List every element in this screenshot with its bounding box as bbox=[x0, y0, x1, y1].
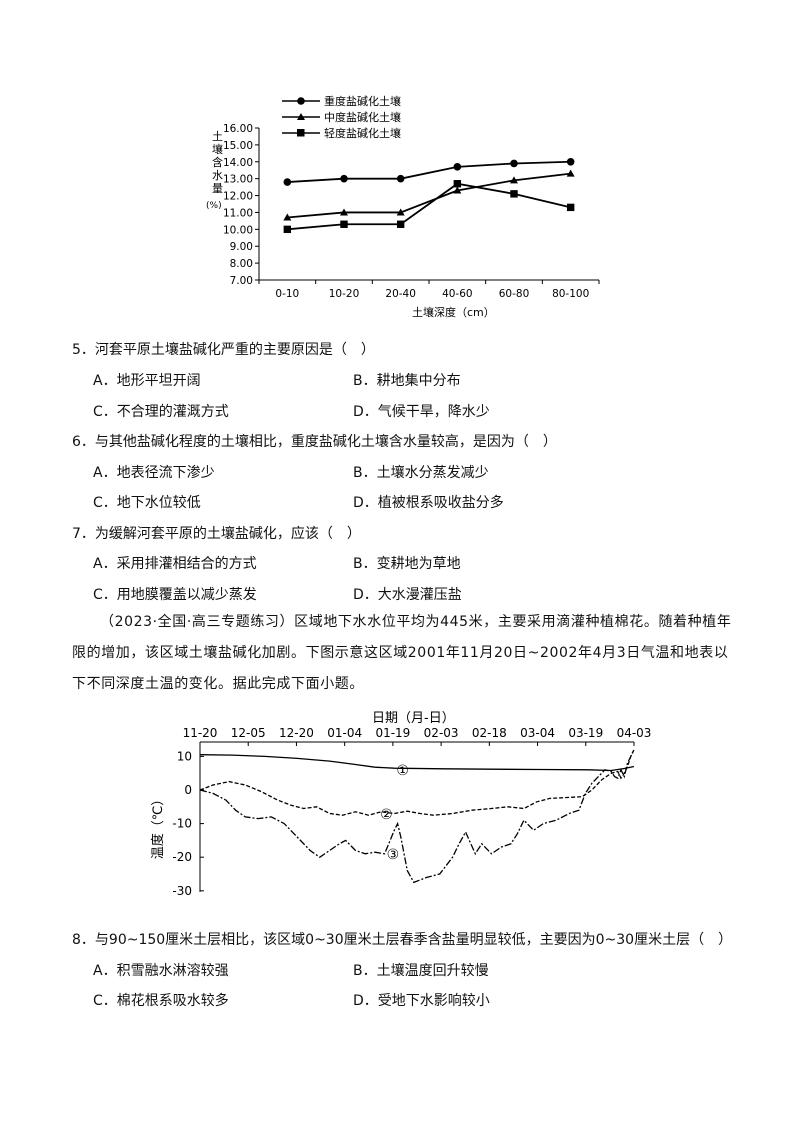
chart1-point bbox=[340, 220, 348, 228]
chart1-ylabel-char-1: 壤 bbox=[212, 142, 223, 156]
chart1-ylabel-char-3: 水 bbox=[212, 169, 223, 182]
chart1-ytick-label: 8.00 bbox=[230, 258, 253, 270]
question-5-option-c[interactable]: C．不合理的灌溉方式 bbox=[93, 404, 229, 420]
chart2-xtick-label: 04-03 bbox=[617, 726, 652, 740]
chart2-series-line-2 bbox=[199, 749, 635, 816]
chart1-xtick-label: 10-20 bbox=[329, 288, 360, 300]
question-7-option-b[interactable]: B．变耕地为草地 bbox=[353, 556, 461, 572]
chart2-xtick-label: 12-20 bbox=[279, 726, 314, 740]
chart1-series-line-3 bbox=[287, 182, 571, 231]
chart1-ylabel-char-2: 含 bbox=[212, 155, 223, 169]
chart1-yunit: (%) bbox=[206, 201, 222, 211]
chart1-point bbox=[510, 190, 518, 198]
question-5-option-b[interactable]: B．耕地集中分布 bbox=[353, 373, 461, 389]
chart2-xtick-label: 01-04 bbox=[327, 726, 362, 740]
question-6-option-d[interactable]: D．植被根系吸收盐分多 bbox=[353, 495, 504, 511]
chart1-xtick-label: 80-100 bbox=[552, 288, 589, 300]
question-6-option-a[interactable]: A．地表径流下渗少 bbox=[93, 465, 215, 481]
question-6-stem: 6．与其他盐碱化程度的土壤相比，重度盐碱化土壤含水量较高，是因为（ ） bbox=[72, 434, 557, 450]
question-8-option-d[interactable]: D．受地下水影响较小 bbox=[353, 993, 490, 1009]
chart1-point bbox=[453, 180, 462, 188]
chart2-ylabel: 温度（℃） bbox=[150, 793, 166, 860]
chart1-series-line-1 bbox=[287, 160, 571, 183]
chart1-ylabel-char-0: 土 bbox=[212, 130, 223, 143]
chart1-point bbox=[396, 174, 405, 183]
legend-marker-light bbox=[297, 129, 305, 137]
chart2-ytick-label: -10 bbox=[172, 817, 192, 831]
chart1-point bbox=[453, 163, 462, 171]
chart1-ytick-label: 12.00 bbox=[223, 191, 253, 203]
passage-text: （2023·全国·高三专题练习）区域地下水水位平均为445米，主要采用滴灌种植棉… bbox=[72, 614, 732, 692]
chart1-point bbox=[566, 203, 575, 212]
chart1-ytick-label: 11.00 bbox=[223, 207, 253, 219]
chart1-xtick-label: 60-80 bbox=[499, 288, 530, 300]
legend-label-heavy: 重度盐碱化土壤 bbox=[324, 94, 401, 108]
chart1-point bbox=[283, 225, 292, 234]
chart2-ytick-label: -20 bbox=[172, 850, 192, 864]
question-7-option-d[interactable]: D．大水漫灌压盐 bbox=[353, 587, 462, 603]
chart1-xlabel: 土壤深度（cm） bbox=[412, 305, 495, 319]
temperature-chart: 日期（月-日） 11-20 12-05 12-20 01-04 01-19 02-03 02… bbox=[150, 711, 652, 898]
soil-moisture-chart: 重度盐碱化土壤 中度盐碱化土壤 轻度盐碱化土壤 土 壤 含 水 量 (%) 16… bbox=[206, 94, 600, 319]
chart2-series-line-3 bbox=[199, 749, 635, 884]
chart1-point bbox=[453, 186, 462, 194]
chart2-xtick-label: 12-05 bbox=[231, 726, 266, 740]
chart1-point bbox=[396, 208, 405, 216]
question-7-option-c[interactable]: C．用地膜覆盖以减少蒸发 bbox=[93, 587, 257, 603]
question-5-option-d[interactable]: D．气候干旱，降水少 bbox=[353, 404, 490, 420]
chart1-xtick-label: 0-10 bbox=[275, 288, 299, 300]
chart1-ytick-label: 7.00 bbox=[230, 275, 253, 287]
chart2-curve-label-2: ② bbox=[380, 807, 393, 823]
chart1-point bbox=[566, 169, 575, 177]
chart1-point bbox=[340, 208, 348, 216]
chart1-ytick-label: 13.00 bbox=[223, 174, 253, 186]
chart2-xlabel: 日期（月-日） bbox=[372, 711, 455, 726]
chart1-xtick-label: 40-60 bbox=[442, 288, 473, 300]
chart1-point bbox=[396, 220, 405, 228]
chart1-ytick-label: 9.00 bbox=[230, 241, 253, 253]
question-6-option-b[interactable]: B．土壤水分蒸发减少 bbox=[353, 465, 489, 481]
chart1-ylabel-char-4: 量 bbox=[212, 182, 223, 195]
chart1-series-line-2 bbox=[287, 172, 571, 219]
chart2-xtick-label: 02-03 bbox=[424, 726, 459, 740]
chart2-curve-label-3: ③ bbox=[387, 847, 400, 863]
chart1-point bbox=[340, 174, 348, 183]
chart1-ytick-label: 10.00 bbox=[223, 224, 253, 236]
question-8-stem: 8．与90~150厘米土层相比，该区域0~30厘米土层春季含盐量明显较低，主要因… bbox=[72, 932, 733, 948]
chart1-point bbox=[283, 178, 292, 186]
chart2-xtick-label: 01-19 bbox=[375, 726, 410, 740]
question-8-option-a[interactable]: A．积雪融水淋溶较强 bbox=[93, 963, 229, 979]
chart2-series-line-1 bbox=[199, 754, 635, 772]
chart1-point bbox=[510, 176, 518, 184]
legend-marker-medium bbox=[297, 113, 305, 120]
chart1-point bbox=[510, 159, 518, 168]
chart2-ytick-label: -30 bbox=[172, 884, 192, 898]
question-7-stem: 7．为缓解河套平原的土壤盐碱化，应该（ ） bbox=[72, 526, 361, 542]
chart1-ytick-label: 14.00 bbox=[223, 157, 253, 169]
chart1-legend: 重度盐碱化土壤 中度盐碱化土壤 轻度盐碱化土壤 bbox=[282, 94, 401, 140]
question-6-option-c[interactable]: C．地下水位较低 bbox=[93, 495, 201, 511]
question-5-stem: 5．河套平原土壤盐碱化严重的主要原因是（ ） bbox=[72, 342, 375, 358]
chart1-point bbox=[283, 213, 292, 221]
chart2-ytick-label: 10 bbox=[177, 749, 192, 763]
question-7-option-a[interactable]: A．采用排灌相结合的方式 bbox=[93, 556, 257, 572]
chart2-xtick-label: 03-19 bbox=[568, 726, 603, 740]
legend-marker-heavy bbox=[297, 97, 305, 105]
chart2-ytick-label: 0 bbox=[184, 783, 192, 797]
chart2-xtick-label: 11-20 bbox=[183, 726, 218, 740]
question-8-option-b[interactable]: B．土壤温度回升较慢 bbox=[353, 963, 489, 979]
chart1-xtick-label: 20-40 bbox=[385, 288, 416, 300]
chart2-xtick-label: 02-18 bbox=[472, 726, 507, 740]
chart2-curve-label-1: ① bbox=[396, 763, 409, 779]
chart1-ytick-label: 15.00 bbox=[223, 140, 253, 152]
question-5-option-a[interactable]: A．地形平坦开阔 bbox=[93, 373, 201, 389]
legend-label-medium: 中度盐碱化土壤 bbox=[324, 110, 401, 124]
legend-label-light: 轻度盐碱化土壤 bbox=[324, 126, 401, 140]
chart1-ytick-label: 16.00 bbox=[223, 123, 253, 135]
chart1-point bbox=[566, 157, 575, 166]
question-8-option-c[interactable]: C．棉花根系吸水较多 bbox=[93, 993, 229, 1009]
chart2-xtick-label: 03-04 bbox=[520, 726, 555, 740]
